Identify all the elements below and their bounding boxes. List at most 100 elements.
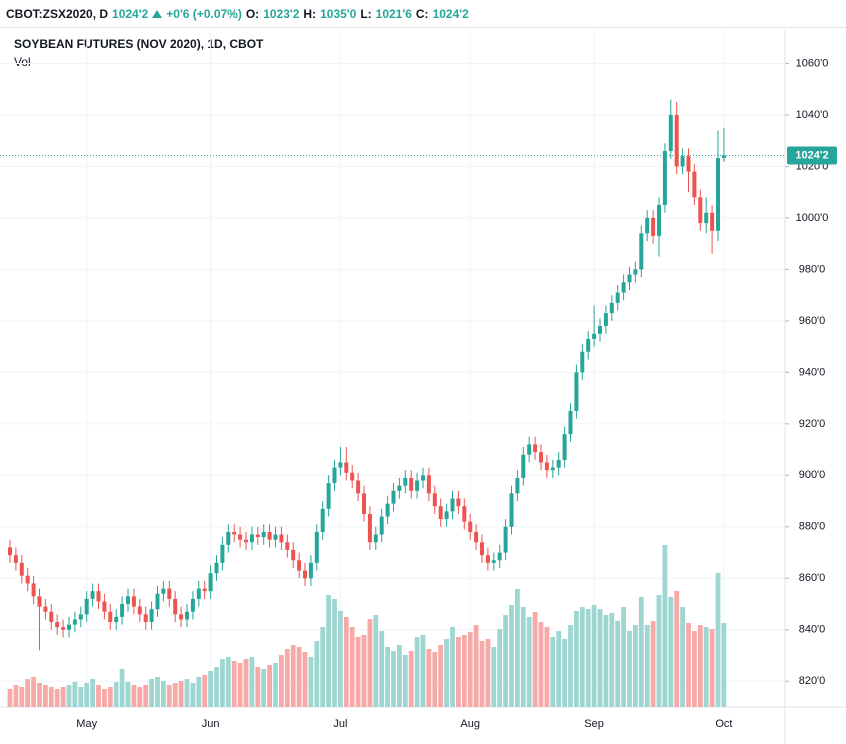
candle-body: [37, 596, 42, 607]
volume-bar: [84, 683, 90, 707]
candle-body: [137, 606, 142, 615]
candle-body: [539, 452, 543, 463]
volume-bar: [7, 689, 13, 707]
candle-body: [568, 410, 573, 435]
x-tick-label: Jul: [333, 718, 347, 730]
candle-body: [651, 217, 656, 236]
symbol: CBOT:ZSX2020, D: [6, 6, 109, 21]
candle-body: [179, 614, 184, 620]
volume-bar: [208, 671, 213, 707]
candle-body: [350, 472, 355, 481]
volume-bar: [574, 611, 579, 707]
candle-body: [615, 292, 620, 303]
volume-bar: [579, 607, 585, 707]
volume-bar: [520, 607, 526, 707]
candle-body: [609, 302, 614, 314]
candle-body: [8, 547, 12, 556]
candle-body: [78, 614, 83, 620]
volume-bar: [485, 639, 491, 707]
volume-bar: [444, 639, 449, 707]
candle-body: [592, 333, 597, 339]
candle-body: [344, 462, 349, 473]
volume-bar: [532, 612, 538, 707]
y-tick-label: 1060'0: [796, 57, 829, 69]
x-tick-label: Jun: [202, 718, 220, 730]
candle-body: [31, 583, 36, 597]
volume-bar: [397, 645, 402, 707]
candle-body: [285, 542, 290, 550]
candle-body: [550, 467, 555, 471]
volume-bar: [243, 659, 249, 707]
volume-bar: [178, 681, 184, 707]
volume-bar: [290, 645, 296, 707]
candle-body: [220, 544, 225, 563]
change: +0'6 (+0.07%): [166, 6, 242, 21]
volume-bar: [338, 611, 343, 707]
volume-bar: [25, 679, 31, 707]
candle-body: [462, 506, 467, 522]
candle-body: [668, 114, 673, 151]
volume-bar: [349, 627, 355, 707]
volume-bar: [556, 631, 562, 707]
candle-body: [598, 326, 602, 334]
volume-bar: [31, 677, 36, 707]
y-tick-label: 1040'0: [796, 109, 829, 121]
last-price-box: [787, 146, 837, 165]
volume-bar: [161, 681, 166, 707]
volume-bar: [302, 652, 308, 707]
candle-body: [373, 534, 378, 543]
up-icon: [152, 9, 163, 18]
candle-body: [409, 477, 414, 491]
candle-body: [190, 598, 195, 612]
volume-bar: [538, 622, 544, 707]
volume-bar: [597, 609, 603, 707]
candle-body: [244, 539, 248, 543]
candle-body: [710, 212, 715, 231]
volume-bar: [190, 683, 196, 707]
y-tick-label: 860'0: [799, 572, 826, 584]
volume-bar: [37, 683, 42, 707]
candle-body: [379, 516, 384, 535]
volume-bar: [72, 682, 78, 707]
candle-body: [450, 498, 455, 512]
candle-body: [432, 493, 437, 507]
volume-bar: [284, 649, 290, 707]
candle-body: [173, 598, 178, 615]
volume-bar: [627, 631, 632, 707]
volume-bar: [249, 657, 255, 707]
candle-body: [61, 627, 66, 630]
volume-bar: [420, 635, 426, 707]
candle-body: [497, 552, 502, 561]
candle-body: [238, 534, 243, 540]
volume-bar: [473, 625, 479, 707]
y-tick-label: 940'0: [799, 366, 826, 378]
field-value: 1023'2: [263, 6, 300, 21]
chart-title: SOYBEAN FUTURES (NOV 2020), 1D, CBOT: [14, 37, 264, 51]
volume-bar: [54, 689, 60, 707]
candle-body: [338, 462, 343, 468]
volume-bar: [320, 627, 326, 707]
volume-bar: [633, 625, 638, 707]
volume-bar: [550, 637, 556, 707]
volume-bar: [562, 639, 567, 707]
candle-body: [503, 526, 508, 553]
candle-body: [114, 616, 119, 623]
y-tick-label: 980'0: [799, 263, 826, 275]
candle-body: [645, 217, 650, 234]
volume-bar: [19, 687, 25, 707]
y-tick-label: 1000'0: [796, 212, 829, 224]
volume-bar: [202, 675, 208, 707]
volume-bar: [107, 687, 113, 707]
volume-bar: [379, 631, 385, 707]
volume-bar: [90, 679, 95, 707]
candle-body: [544, 462, 549, 471]
candle-body: [249, 534, 254, 543]
candle-body: [686, 156, 691, 172]
volume-bar: [367, 619, 373, 707]
volume-bar: [432, 652, 438, 707]
candle-body: [261, 531, 266, 538]
volume-bar: [515, 589, 520, 707]
candle-body: [273, 534, 278, 540]
volume-bar: [308, 657, 314, 707]
